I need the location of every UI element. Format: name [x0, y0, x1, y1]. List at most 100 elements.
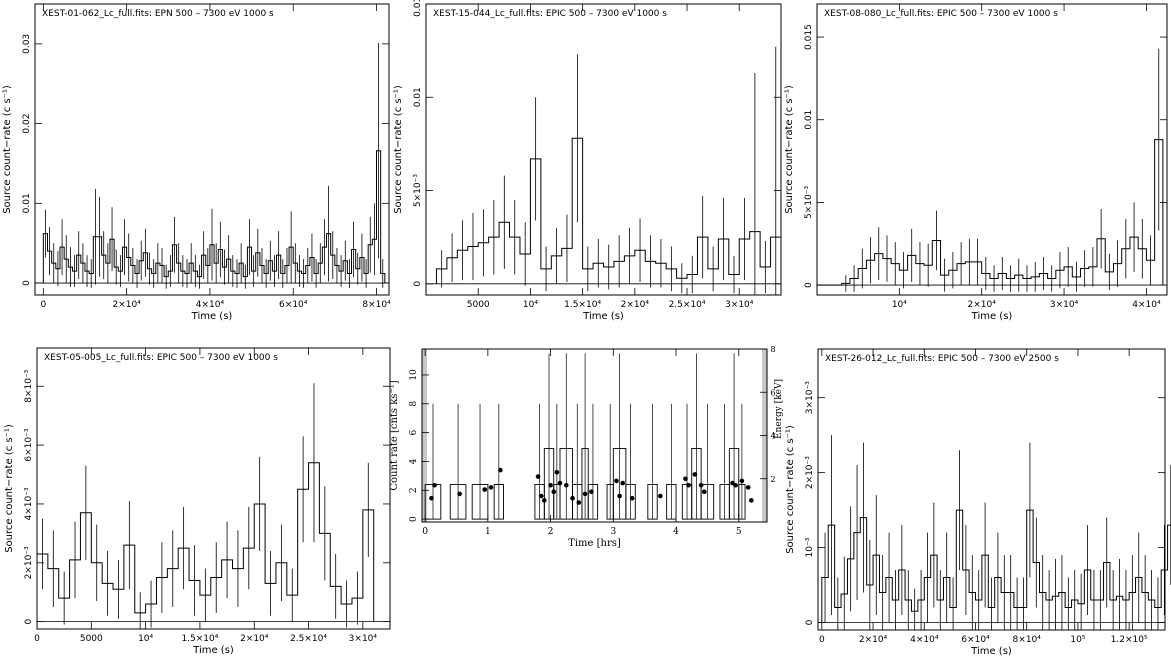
y2-tick-label: 6 [770, 388, 775, 397]
x-tick-label: 6×10⁴ [961, 635, 990, 645]
y-tick-label: 0 [413, 281, 423, 287]
plot-frame [425, 3, 782, 296]
x-tick-label: 4×10⁴ [910, 635, 939, 645]
x-tick-label: 0 [819, 635, 825, 645]
x-tick-label: 1 [485, 527, 491, 537]
photon-energy-point [551, 489, 557, 495]
plot-frame [34, 3, 390, 296]
y-tick-label: 0 [805, 619, 815, 625]
x-tick-label: 6×10⁴ [279, 300, 308, 310]
chart-panel-6: 0 2×10⁴ 4×10⁴ 6×10⁴ 8×10⁴ 10⁵ 1.2×10⁵ 0 10⁻³ 2×10… [785, 348, 1171, 657]
x-tick-label: 2×10⁴ [240, 634, 269, 644]
chart-title: XEST-15-044_Lc_full.fits: EPIC 500 – 730… [433, 9, 667, 19]
y-tick-label: 0 [804, 282, 814, 288]
y2-tick-label: 4 [770, 432, 775, 441]
photon-energy-point [570, 495, 575, 501]
chart-panel-2: 5000 10⁴ 1.5×10⁴ 2×10⁴ 2.5×10⁴ 3×10⁴ 0 5×10⁻³ 0.… [393, 0, 782, 322]
x-tick-label: 10⁴ [523, 300, 538, 310]
y2-tick-label: 2 [770, 475, 775, 484]
y-tick-label: 8 [409, 401, 419, 407]
y-axis-label: Source count−rate (c s⁻¹) [393, 85, 404, 214]
x-tick-label: 5000 [467, 300, 490, 310]
plot-frame [816, 3, 1168, 296]
y-tick-label: 0.015 [804, 24, 814, 50]
y-tick-label: 0 [24, 619, 34, 625]
x-tick-label: 0 [422, 527, 428, 537]
y-tick-label: 10 [409, 369, 419, 381]
photon-energy-point [563, 482, 569, 488]
chart-title: XEST-05-005_Lc_full.fits: EPIC 500 – 730… [44, 353, 278, 363]
x-axis-label: Time (s) [971, 311, 1013, 322]
x-tick-label: 0 [34, 634, 40, 644]
photon-energy-point [745, 485, 751, 490]
y-tick-label: 0.01 [22, 193, 32, 213]
y-axis-label: Source count−rate (c s⁻¹) [785, 425, 796, 554]
x-tick-label: 2×10⁴ [621, 300, 650, 310]
x-tick-label: 2.5×10⁴ [669, 300, 706, 310]
x-tick-label: 1.2×10⁵ [1111, 635, 1148, 645]
x-tick-label: 2 [548, 527, 554, 537]
y-tick-label: 0.015 [413, 0, 423, 17]
photon-energy-point [488, 485, 494, 490]
x-tick-label: 4×10⁴ [196, 300, 225, 310]
photon-energy-point [589, 489, 594, 495]
light-curve-histogram [821, 509, 1171, 623]
light-curve-histogram [817, 139, 1164, 286]
y-tick-label: 0.01 [804, 110, 814, 130]
y-tick-label: 0 [409, 516, 419, 522]
photon-energy-point [658, 493, 663, 499]
chart-panel-5: 0 1 2 3 4 5 0 2 4 6 8 10 2 4 6 8 Energy [keV] Time [hrs] C… [389, 345, 784, 549]
x-tick-label: 2×10⁴ [968, 300, 997, 310]
x-tick-label: 1.5×10⁴ [181, 634, 218, 644]
y-tick-label: 2×10⁻³ [805, 456, 815, 489]
x-tick-label: 3 [610, 527, 616, 537]
y-tick-label: 6 [409, 429, 419, 435]
x-tick-label: 4×10⁴ [1132, 300, 1161, 310]
y2-tick-label: 8 [770, 345, 775, 354]
chart-panel-4: 0 5000 10⁴ 1.5×10⁴ 2×10⁴ 2.5×10⁴ 3×10⁴ 0 2×10⁻³ 4… [4, 347, 391, 656]
photon-energy-point [554, 469, 560, 475]
x-tick-label: 1.5×10⁴ [564, 300, 601, 310]
photon-energy-point [683, 476, 688, 482]
plot-frame [421, 348, 768, 523]
y-tick-label: 0.01 [413, 87, 423, 107]
x-axis-label: Time (s) [192, 645, 234, 656]
y-axis-label: Source count−rate (c s⁻¹) [4, 424, 15, 553]
y-tick-label: 3×10⁻³ [805, 381, 815, 414]
photon-energy-point [620, 480, 626, 486]
y2-axis-label: Energy [keV] [774, 379, 784, 439]
y-tick-label: 4 [409, 458, 419, 464]
photon-energy-point [542, 498, 547, 503]
y-tick-label: 2 [409, 487, 419, 493]
photon-energy-point [538, 493, 544, 499]
photon-energy-point [557, 480, 563, 486]
photon-energy-point [535, 474, 541, 479]
x-tick-label: 3×10⁴ [725, 300, 754, 310]
chart-title: XEST-26-012_Lc_full.fits: EPIC 500 – 730… [825, 354, 1059, 364]
y-axis-label: Count rate [cnts ks⁻¹] [389, 380, 400, 490]
photon-energy-point [698, 482, 704, 488]
photon-energy-point [498, 467, 503, 473]
photon-energy-point [457, 491, 462, 497]
plot-frame [36, 347, 391, 630]
y-tick-label: 5×10⁻³ [413, 174, 423, 207]
x-axis-label: Time (s) [191, 311, 233, 322]
x-tick-label: 3×10⁴ [1050, 300, 1079, 310]
photon-energy-point [582, 491, 588, 497]
y-tick-label: 0 [22, 280, 32, 286]
y-tick-label: 8×10⁻³ [24, 369, 34, 402]
photon-energy-point [733, 482, 738, 488]
x-tick-label: 8×10⁴ [1013, 635, 1042, 645]
y-tick-label: 5×10⁻³ [804, 185, 814, 218]
chart-panel-1: 0 2×10⁴ 4×10⁴ 6×10⁴ 8×10⁴ 0 0.01 0.02 0.03 Time (… [2, 3, 391, 322]
x-tick-label: 8×10⁴ [362, 300, 391, 310]
energy-band-left [422, 349, 427, 522]
photon-energy-point [548, 482, 553, 488]
x-axis-label: Time [hrs] [568, 538, 621, 549]
photon-energy-point [692, 472, 698, 477]
light-curve-histogram [42, 150, 386, 284]
x-tick-label: 2×10⁴ [112, 300, 141, 310]
x-tick-label: 5000 [80, 634, 103, 644]
y-tick-label: 0.03 [22, 34, 32, 54]
